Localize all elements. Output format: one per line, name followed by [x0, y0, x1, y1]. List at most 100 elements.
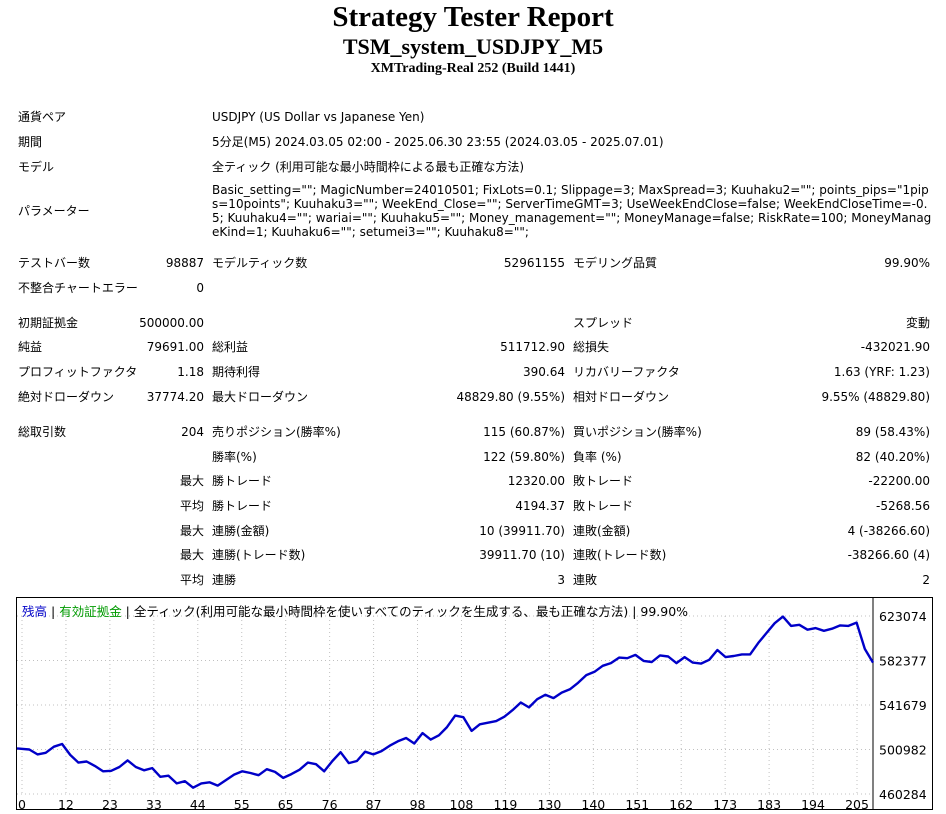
expected-value: 390.64 [523, 365, 565, 379]
x-tick-label: 0 [18, 797, 26, 809]
bars-value: 98887 [165, 256, 204, 270]
short-label: 売りポジション(勝率%) [212, 425, 341, 439]
avg-consec-loss-label: 連敗 [573, 573, 598, 587]
symbol-value: USDJPY (US Dollar vs Japanese Yen) [212, 110, 425, 124]
x-tick-label: 55 [234, 797, 250, 809]
y-tick-label: 623074 [879, 609, 927, 624]
model-value: 全ティック (利用可能な最小時間枠による最も正確な方法) [212, 160, 525, 174]
x-tick-label: 183 [757, 797, 781, 809]
x-tick-label: 194 [801, 797, 825, 809]
trades-label: 総取引数 [18, 425, 67, 439]
max-consec-lossamt-label: 連敗(トレード数) [573, 548, 667, 562]
largest-win-value: 12320.00 [507, 474, 565, 488]
quality-value: 99.90% [884, 256, 930, 270]
quality-label: モデリング品質 [573, 256, 658, 270]
largest-loss-label: 敗トレード [573, 474, 634, 488]
max-consec-win-value: 10 (39911.70) [479, 524, 565, 538]
legend-balance: 残高 [22, 604, 48, 619]
max-dd-label: 最大ドローダウン [212, 390, 309, 404]
pf-value: 1.18 [177, 365, 204, 379]
short-value: 115 (60.87%) [483, 425, 565, 439]
max-consec-loss-value: 4 (-38266.60) [847, 524, 930, 538]
legend-sep: | [47, 604, 60, 619]
trades-value: 204 [181, 425, 204, 439]
chart-plot: 0 12 23 33 44 55 65 76 87 98 108 119 130 140 151 162 173… [17, 598, 927, 809]
x-tick-label: 205 [845, 797, 869, 809]
chart-legend: 残高 | 有効証拠金 | 全ティック(利用可能な最小時間枠を使いすべてのティック… [22, 601, 688, 620]
y-tick-label: 500982 [879, 743, 927, 758]
spread-label: スプレッド [573, 316, 634, 330]
mismatch-label: 不整合チャートエラー [18, 281, 138, 295]
x-tick-label: 44 [190, 797, 206, 809]
params-label: パラメーター [18, 204, 90, 218]
x-tick-label: 65 [278, 797, 294, 809]
server-build: XMTrading-Real 252 (Build 1441) [370, 61, 576, 76]
win-value: 122 (59.80%) [483, 450, 565, 464]
y-tick-label: 582377 [879, 654, 927, 669]
x-tick-label: 98 [410, 797, 426, 809]
y-tick-label: 460284 [879, 787, 927, 802]
bars-label: テストバー数 [18, 256, 91, 270]
deposit-value: 500000.00 [139, 316, 204, 330]
x-tick-label: 162 [669, 797, 693, 809]
x-tick-label: 33 [146, 797, 162, 809]
report-subtitle: TSM_system_USDJPY_M5 [342, 34, 604, 59]
x-tick-label: 12 [58, 797, 74, 809]
loss-label: 負率 (%) [573, 450, 622, 464]
gross-loss-label: 総損失 [573, 340, 610, 354]
rel-dd-label: 相対ドローダウン [573, 390, 670, 404]
avg-consec-win-label: 連勝 [212, 573, 237, 587]
max-consec-prefix: 最大 [179, 524, 204, 538]
deposit-label: 初期証拠金 [18, 316, 79, 330]
period-value: 5分足(M5) 2024.03.05 02:00 - 2025.06.30 23… [212, 135, 664, 149]
win-label: 勝率(%) [212, 450, 257, 464]
largest-prefix: 最大 [179, 474, 204, 488]
gross-profit-value: 511712.90 [500, 340, 565, 354]
balance-line [17, 615, 875, 789]
max-consec-amt-prefix: 最大 [179, 548, 204, 562]
largest-loss-value: -22200.00 [868, 474, 930, 488]
abs-dd-label: 絶対ドローダウン [18, 390, 115, 404]
x-tick-label: 130 [537, 797, 561, 809]
max-consec-loss-label: 連敗(金額) [573, 524, 631, 538]
net-label: 純益 [18, 340, 43, 354]
avg-consec-loss-value: 2 [922, 573, 930, 587]
avg-consec-win-value: 3 [557, 573, 565, 587]
abs-dd-value: 37774.20 [146, 390, 204, 404]
max-consec-profit-label: 連勝(トレード数) [212, 548, 306, 562]
x-tick-label: 108 [450, 797, 474, 809]
recovery-label: リカバリーファクタ [573, 365, 680, 379]
ticks-label: モデルティック数 [212, 256, 308, 270]
x-tick-label: 173 [713, 797, 737, 809]
max-consec-profit-value: 39911.70 (10) [479, 548, 565, 562]
net-value: 79691.00 [146, 340, 204, 354]
symbol-label: 通貨ペア [18, 110, 67, 124]
x-tick-label: 151 [625, 797, 649, 809]
x-tick-label: 140 [581, 797, 605, 809]
x-tick-label: 76 [322, 797, 338, 809]
x-tick-label: 23 [102, 797, 118, 809]
spread-value: 変動 [905, 316, 930, 330]
long-label: 買いポジション(勝率%) [573, 425, 702, 439]
avg-win-value: 4194.37 [515, 499, 565, 513]
max-dd-value: 48829.80 (9.55%) [456, 390, 565, 404]
gross-profit-label: 総利益 [212, 340, 249, 354]
max-consec-lossamt-value: -38266.60 (4) [847, 548, 930, 562]
legend-model: | 全ティック(利用可能な最小時間枠を使いすべてのティックを生成する、最も正確な… [121, 604, 689, 619]
average-prefix: 平均 [179, 499, 204, 513]
ticks-value: 52961155 [503, 256, 565, 270]
balance-chart: 0 12 23 33 44 55 65 76 87 98 108 119 130 140 151 162 173… [16, 597, 933, 810]
mismatch-value: 0 [196, 281, 204, 295]
period-label: 期間 [18, 135, 43, 149]
pf-label: プロフィットファクタ [18, 365, 138, 379]
report-title: Strategy Tester Report [332, 1, 614, 33]
avg-consec-prefix: 平均 [179, 573, 204, 587]
max-consec-win-label: 連勝(金額) [212, 524, 270, 538]
y-tick-label: 541679 [879, 698, 927, 713]
legend-equity: 有効証拠金 [59, 604, 122, 619]
x-tick-label: 87 [366, 797, 382, 809]
avg-win-label: 勝トレード [212, 499, 273, 513]
loss-value: 82 (40.20%) [855, 450, 930, 464]
x-tick-label: 119 [493, 797, 517, 809]
long-value: 89 (58.43%) [855, 425, 930, 439]
